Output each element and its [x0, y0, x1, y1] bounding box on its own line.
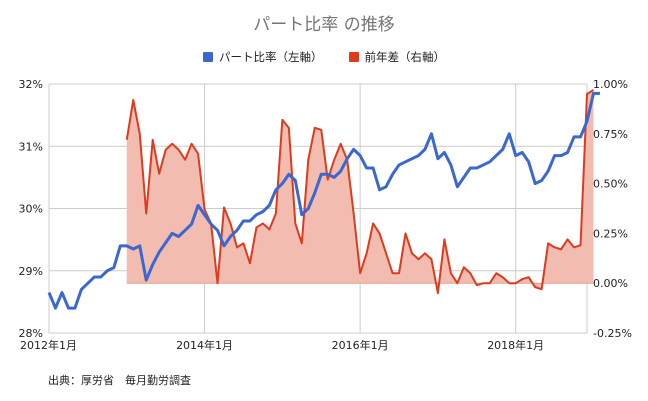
right-tick-label: 0.50% [593, 178, 628, 191]
legend-label-series2: 前年差（右軸） [364, 50, 446, 64]
legend: パート比率（左軸） 前年差（右軸） [0, 49, 648, 65]
x-tick-label: 2014年1月 [176, 338, 233, 352]
series2-line [125, 89, 595, 295]
chart-title: パート比率 の推移 [253, 15, 395, 35]
legend-swatch-series2 [348, 52, 359, 62]
series1-line [47, 91, 600, 310]
legend-item-series2[interactable]: 前年差（右軸） [348, 49, 446, 65]
left-tick-label: 31% [19, 140, 43, 153]
right-tick-label: 0.00% [593, 277, 628, 290]
source-note: 出典：厚労省 毎月勤労調査 [48, 374, 191, 387]
right-tick-label: 0.25% [593, 227, 628, 240]
legend-label-series1: パート比率（左軸） [219, 50, 323, 64]
x-tick-label: 2016年1月 [332, 338, 389, 352]
left-tick-label: 29% [19, 265, 43, 278]
left-tick-label: 30% [19, 203, 43, 216]
x-tick-label: 2018年1月 [487, 338, 544, 352]
left-tick-label: 32% [19, 78, 43, 91]
area-series2 [126, 89, 594, 294]
right-tick-label: 0.75% [593, 128, 628, 141]
right-tick-label: -0.25% [593, 327, 632, 340]
x-tick-label: 2012年1月 [20, 338, 77, 352]
right-tick-label: 1.00% [593, 78, 628, 91]
legend-swatch-series1 [203, 52, 213, 62]
legend-item-series1[interactable]: パート比率（左軸） [203, 49, 323, 65]
left-tick-label: 28% [19, 327, 43, 340]
